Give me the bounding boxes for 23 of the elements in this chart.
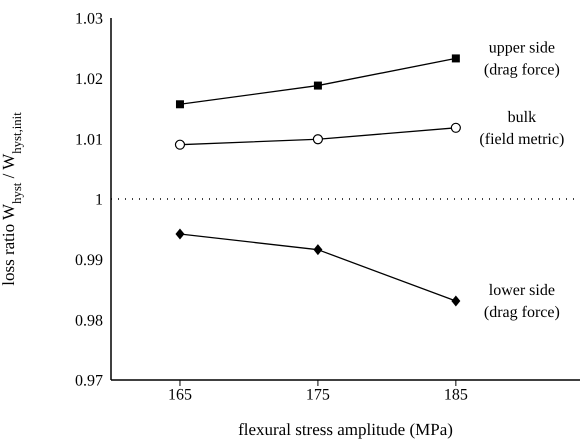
series-label: upper side (drag force)	[484, 39, 560, 78]
point	[175, 228, 184, 240]
y-tick-label: 0.98	[75, 312, 103, 330]
point	[314, 82, 322, 90]
point	[450, 122, 461, 133]
y-tick-label: 1	[95, 192, 103, 209]
x-tick-label: 165	[168, 386, 192, 404]
y-tick-label: 0.99	[75, 252, 103, 270]
series-label: bulk (field metric)	[479, 108, 564, 148]
x-axis-title: flexural stress amplitude (MPa)	[238, 420, 453, 439]
y-tick-label: 0.97	[75, 372, 103, 390]
y-tick-label: 1.01	[75, 131, 103, 148]
y-tick-label: 1.02	[75, 71, 103, 88]
series-label: lower side (drag force)	[484, 282, 560, 321]
point	[313, 244, 322, 256]
point	[174, 140, 186, 150]
y-tick-label: 1.03	[75, 10, 103, 28]
point	[176, 100, 184, 108]
x-tick-label: 185	[444, 386, 468, 404]
point	[452, 54, 460, 62]
point	[451, 295, 460, 306]
x-tick-label: 175	[306, 386, 330, 404]
point	[312, 134, 324, 144]
